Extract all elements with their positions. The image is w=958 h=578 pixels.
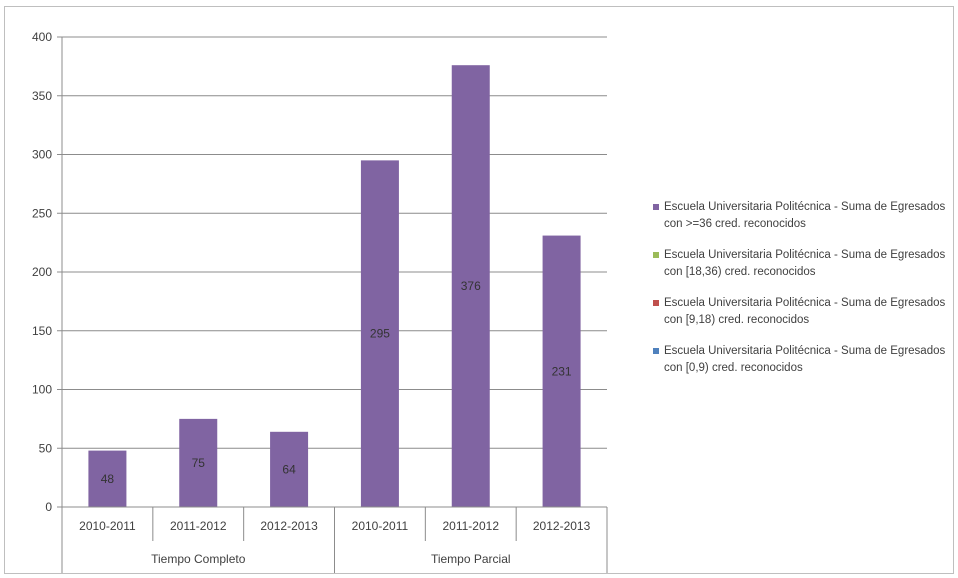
axes <box>57 36 608 573</box>
legend-swatch <box>653 204 659 210</box>
y-tick-label: 200 <box>32 265 52 279</box>
bar <box>360 160 399 507</box>
legend-label: Escuela Universitaria Politécnica - Suma… <box>664 297 946 326</box>
bar <box>179 418 218 507</box>
chart-frame: 0 50 100 150 200 250 300 350 400 48 75 64 295 376 231 2… <box>4 6 954 574</box>
y-tick-label: 350 <box>32 89 52 103</box>
data-label: 231 <box>552 364 572 378</box>
y-tick-label: 100 <box>32 383 52 397</box>
legend-item: Escuela Universitaria Politécnica - Suma… <box>653 247 953 281</box>
y-tick-label: 300 <box>32 148 52 162</box>
data-label: 64 <box>282 462 296 476</box>
data-label: 376 <box>461 279 481 293</box>
bar <box>270 431 309 507</box>
x-tick-label: 2011-2012 <box>443 519 500 533</box>
bar <box>88 450 127 507</box>
y-tick-label: 400 <box>32 30 52 44</box>
x-tick-label: 2011-2012 <box>170 519 227 533</box>
legend-item: Escuela Universitaria Politécnica - Suma… <box>653 199 953 233</box>
data-label: 75 <box>192 456 206 470</box>
y-tick-label: 150 <box>32 324 52 338</box>
legend-swatch <box>653 300 659 306</box>
group-label: Tiempo Parcial <box>431 552 511 566</box>
data-label: 48 <box>101 472 115 486</box>
bar <box>451 65 490 507</box>
legend-item: Escuela Universitaria Politécnica - Suma… <box>653 295 953 329</box>
legend: Escuela Universitaria Politécnica - Suma… <box>653 199 953 391</box>
legend-label: Escuela Universitaria Politécnica - Suma… <box>664 201 946 230</box>
legend-swatch <box>653 348 659 354</box>
axis-labels: 0 50 100 150 200 250 300 350 400 48 75 64 295 376 231 2… <box>32 30 591 566</box>
legend-label: Escuela Universitaria Politécnica - Suma… <box>664 345 946 374</box>
bar <box>542 235 581 507</box>
group-label: Tiempo Completo <box>151 552 246 566</box>
data-label: 295 <box>370 327 390 341</box>
x-tick-label: 2010-2011 <box>352 519 409 533</box>
gridlines <box>62 36 607 449</box>
legend-swatch <box>653 252 659 258</box>
y-tick-label: 50 <box>39 441 53 455</box>
y-tick-label: 0 <box>45 500 52 514</box>
legend-label: Escuela Universitaria Politécnica - Suma… <box>664 249 946 278</box>
x-tick-label: 2010-2011 <box>79 519 136 533</box>
bars <box>88 65 581 507</box>
x-tick-label: 2012-2013 <box>533 519 591 533</box>
y-tick-label: 250 <box>32 206 52 220</box>
legend-item: Escuela Universitaria Politécnica - Suma… <box>653 343 953 377</box>
bar-chart: 0 50 100 150 200 250 300 350 400 48 75 64 295 376 231 2… <box>32 30 608 573</box>
x-tick-label: 2012-2013 <box>260 519 318 533</box>
